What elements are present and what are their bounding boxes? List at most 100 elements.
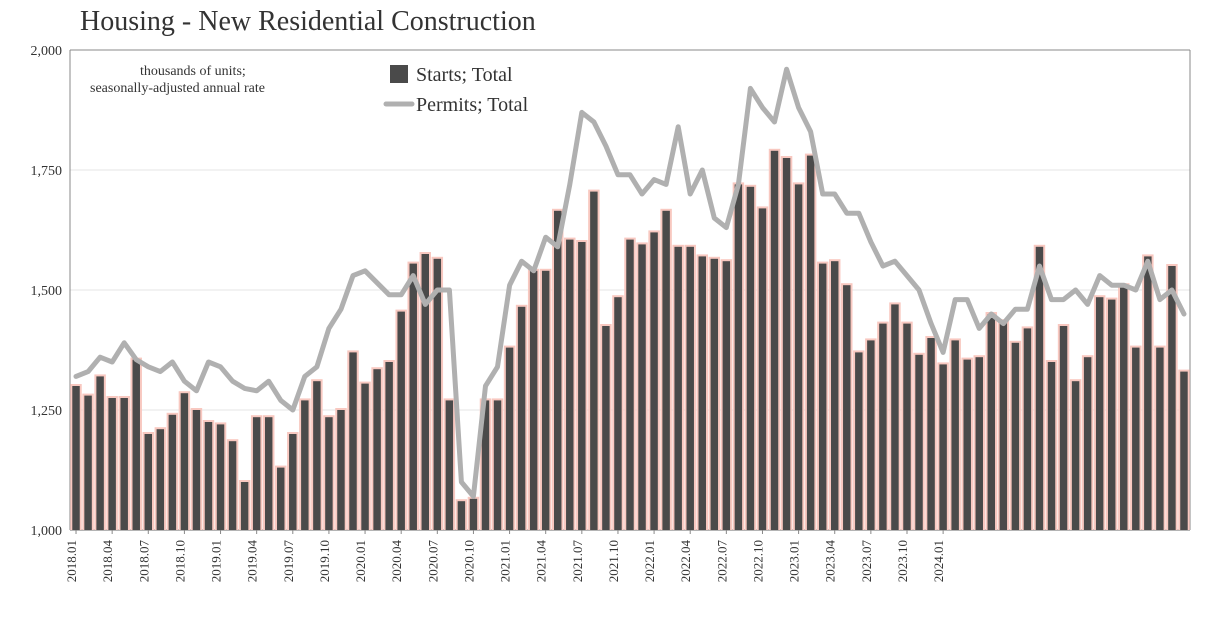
xtick-label: 2019.10 — [317, 540, 332, 582]
bar — [145, 434, 152, 530]
bar — [807, 156, 814, 530]
xtick-label: 2018.04 — [100, 540, 115, 583]
bar — [349, 352, 356, 530]
bar — [518, 307, 525, 530]
bar — [686, 247, 693, 530]
xtick-label: 2022.04 — [678, 540, 693, 583]
bar — [747, 187, 754, 530]
bar — [831, 261, 838, 530]
bar — [735, 184, 742, 530]
bar — [409, 264, 416, 530]
ytick-label: 1,250 — [31, 404, 63, 419]
bar — [217, 424, 224, 530]
bar — [867, 340, 874, 530]
bar — [915, 355, 922, 530]
chart-title: Housing - New Residential Construction — [80, 6, 536, 37]
bar — [723, 261, 730, 530]
xtick-label: 2021.10 — [606, 540, 621, 582]
bar — [891, 304, 898, 530]
bar — [193, 410, 200, 530]
bar — [108, 398, 115, 530]
bar — [84, 396, 91, 530]
chart-svg: 1,0001,2501,5001,7502,0002018.012018.042… — [0, 0, 1208, 620]
bar — [458, 501, 465, 530]
bar — [1036, 247, 1043, 530]
bar — [325, 417, 332, 530]
bar — [72, 386, 79, 530]
xtick-label: 2022.07 — [714, 540, 729, 583]
legend-swatch-bars — [390, 65, 408, 83]
bar — [337, 410, 344, 530]
bar — [506, 348, 513, 530]
xtick-label: 2019.04 — [245, 540, 260, 583]
ytick-label: 1,000 — [31, 524, 63, 539]
bar — [1072, 381, 1079, 530]
bar — [939, 364, 946, 530]
bar — [229, 441, 236, 530]
bar — [1084, 357, 1091, 530]
bar — [385, 362, 392, 530]
bar — [96, 376, 103, 530]
bar — [590, 192, 597, 530]
chart-subtitle-1: thousands of units; — [140, 64, 246, 79]
chart-subtitle-2: seasonally-adjusted annual rate — [90, 81, 265, 96]
xtick-label: 2023.10 — [895, 540, 910, 582]
bar — [759, 208, 766, 530]
bar — [1168, 266, 1175, 530]
xtick-label: 2021.01 — [498, 540, 513, 582]
xtick-label: 2020.10 — [461, 540, 476, 582]
bar — [638, 244, 645, 530]
legend-label-line: Permits; Total — [416, 94, 529, 116]
chart-container: 1,0001,2501,5001,7502,0002018.012018.042… — [0, 0, 1208, 620]
bar — [578, 242, 585, 530]
bar — [1180, 372, 1187, 530]
xtick-label: 2024.01 — [931, 540, 946, 582]
bar — [976, 357, 983, 530]
xtick-label: 2019.07 — [281, 540, 296, 583]
bar — [674, 247, 681, 530]
bar — [373, 369, 380, 530]
bar — [566, 240, 573, 530]
ytick-label: 1,500 — [31, 284, 63, 299]
bar — [662, 211, 669, 530]
bar — [602, 326, 609, 530]
xtick-label: 2019.01 — [209, 540, 224, 582]
bar — [903, 324, 910, 530]
bar — [470, 499, 477, 530]
bar — [530, 271, 537, 530]
bar — [494, 400, 501, 530]
bar — [434, 259, 441, 530]
xtick-label: 2018.01 — [64, 540, 79, 582]
bar — [253, 417, 260, 530]
bar — [771, 151, 778, 530]
bar — [1048, 362, 1055, 530]
bar — [301, 400, 308, 530]
xtick-label: 2020.04 — [389, 540, 404, 583]
bar — [855, 352, 862, 530]
bar — [1108, 300, 1115, 530]
xtick-label: 2021.07 — [570, 540, 585, 583]
bar — [205, 422, 212, 530]
bar — [1120, 285, 1127, 530]
bar — [1132, 348, 1139, 530]
xtick-label: 2023.01 — [787, 540, 802, 582]
bar — [1000, 321, 1007, 530]
bar — [120, 398, 127, 530]
bar — [819, 264, 826, 530]
bar — [711, 259, 718, 530]
bar — [699, 256, 706, 530]
xtick-label: 2022.10 — [750, 540, 765, 582]
bar — [397, 312, 404, 530]
bar — [241, 482, 248, 530]
bar — [313, 381, 320, 530]
bar — [169, 415, 176, 530]
bar — [963, 360, 970, 530]
bar — [157, 429, 164, 530]
legend-label-bars: Starts; Total — [416, 64, 513, 86]
bar — [927, 338, 934, 530]
bar — [626, 240, 633, 530]
bar — [614, 297, 621, 530]
bar — [951, 340, 958, 530]
bar — [1060, 326, 1067, 530]
bar — [1156, 348, 1163, 530]
